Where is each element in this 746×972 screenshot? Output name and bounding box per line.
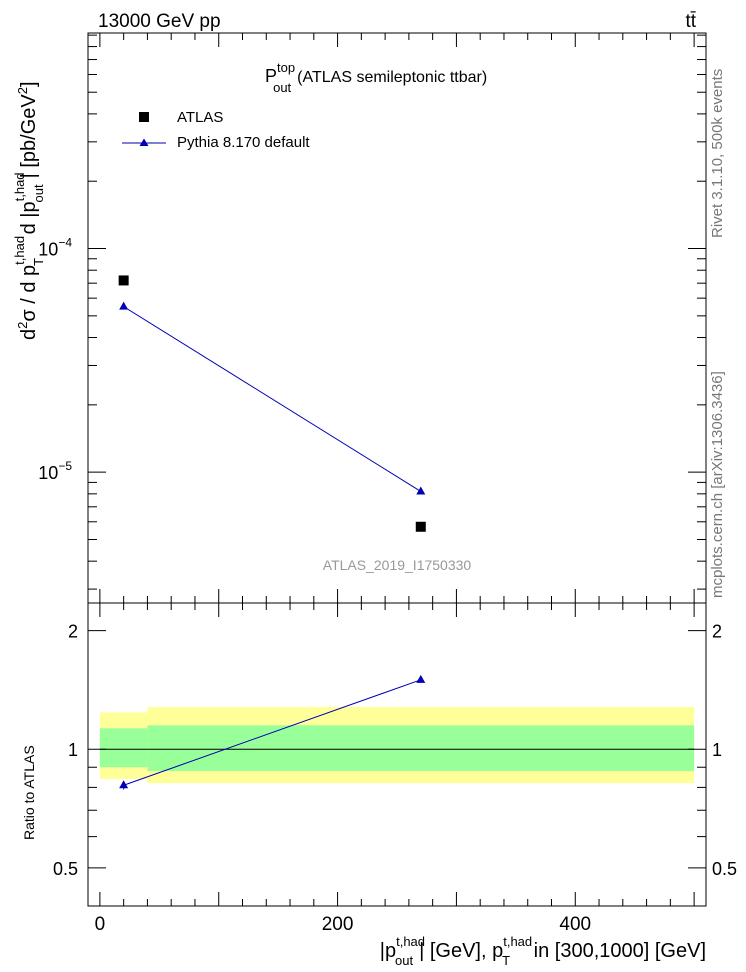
main-y-tick-label: 10−4 bbox=[38, 236, 72, 260]
pythia-point bbox=[119, 301, 129, 310]
ratio-panel-frame bbox=[87, 602, 707, 907]
title-sub: out bbox=[273, 80, 291, 95]
legend-label-atlas: ATLAS bbox=[177, 109, 223, 126]
main-y-tick-label: 10−5 bbox=[38, 459, 72, 483]
pythia-ratio-point bbox=[119, 780, 129, 789]
x-tick-label: 400 bbox=[559, 914, 591, 935]
legend: ATLAS Pythia 8.170 default bbox=[122, 109, 310, 151]
axis-ticks bbox=[88, 33, 706, 907]
mcplots-label: mcplots.cern.ch [arXiv:1306.3436] bbox=[709, 371, 726, 598]
ratio-y-tick-label-left: 1 bbox=[68, 740, 78, 760]
x-axis-label: |pt,had out | [GeV], pt,had T in [300,1000]… bbox=[380, 934, 706, 968]
ratio-y-tick-label-right: 1 bbox=[712, 740, 722, 760]
title-main: P bbox=[265, 66, 277, 86]
data-series bbox=[118, 275, 426, 790]
tick-labels: 0 200 400 10−4 10−5 0.5 0.5 1 1 2 2 bbox=[38, 236, 737, 935]
plot-frames bbox=[87, 32, 707, 907]
ratio-y-tick-label-left: 2 bbox=[68, 622, 78, 642]
ratio-band-green bbox=[147, 725, 695, 772]
title-sup: top bbox=[277, 60, 295, 75]
analysis-label: ATLAS_2019_I1750330 bbox=[323, 557, 472, 573]
atlas-point bbox=[118, 275, 129, 286]
pythia-point bbox=[416, 486, 426, 495]
pythia-line bbox=[123, 306, 422, 492]
ratio-y-axis-label: Ratio to ATLAS bbox=[21, 745, 37, 840]
atlas-point bbox=[415, 521, 426, 532]
header-collision-label: 13000 GeV pp bbox=[98, 11, 221, 32]
legend-marker-pythia bbox=[139, 138, 149, 146]
title-rest: (ATLAS semileptonic ttbar) bbox=[297, 69, 487, 86]
ratio-y-tick-label-right: 0.5 bbox=[712, 859, 737, 879]
pythia-ratio-line bbox=[123, 679, 421, 786]
pythia-ratio-point bbox=[416, 674, 426, 683]
legend-marker-atlas bbox=[139, 112, 149, 122]
rivet-label: Rivet 3.1.10, 500k events bbox=[709, 69, 726, 238]
header-process-label: tt̄ bbox=[685, 11, 696, 32]
ratio-y-tick-label-left: 0.5 bbox=[53, 859, 78, 879]
ratio-y-tick-label-right: 2 bbox=[712, 622, 722, 642]
ratio-uncertainty-bands bbox=[99, 706, 695, 784]
x-tick-label: 200 bbox=[322, 914, 354, 935]
x-tick-label: 0 bbox=[95, 914, 106, 935]
ratio-band-green bbox=[99, 728, 148, 768]
plot-title: Ptop out (ATLAS semileptonic ttbar) bbox=[265, 60, 487, 95]
main-y-axis-label: d2σ / d pt,had T d |pt,had out| [pb/GeV2] bbox=[12, 81, 46, 340]
legend-label-pythia: Pythia 8.170 default bbox=[177, 134, 310, 151]
